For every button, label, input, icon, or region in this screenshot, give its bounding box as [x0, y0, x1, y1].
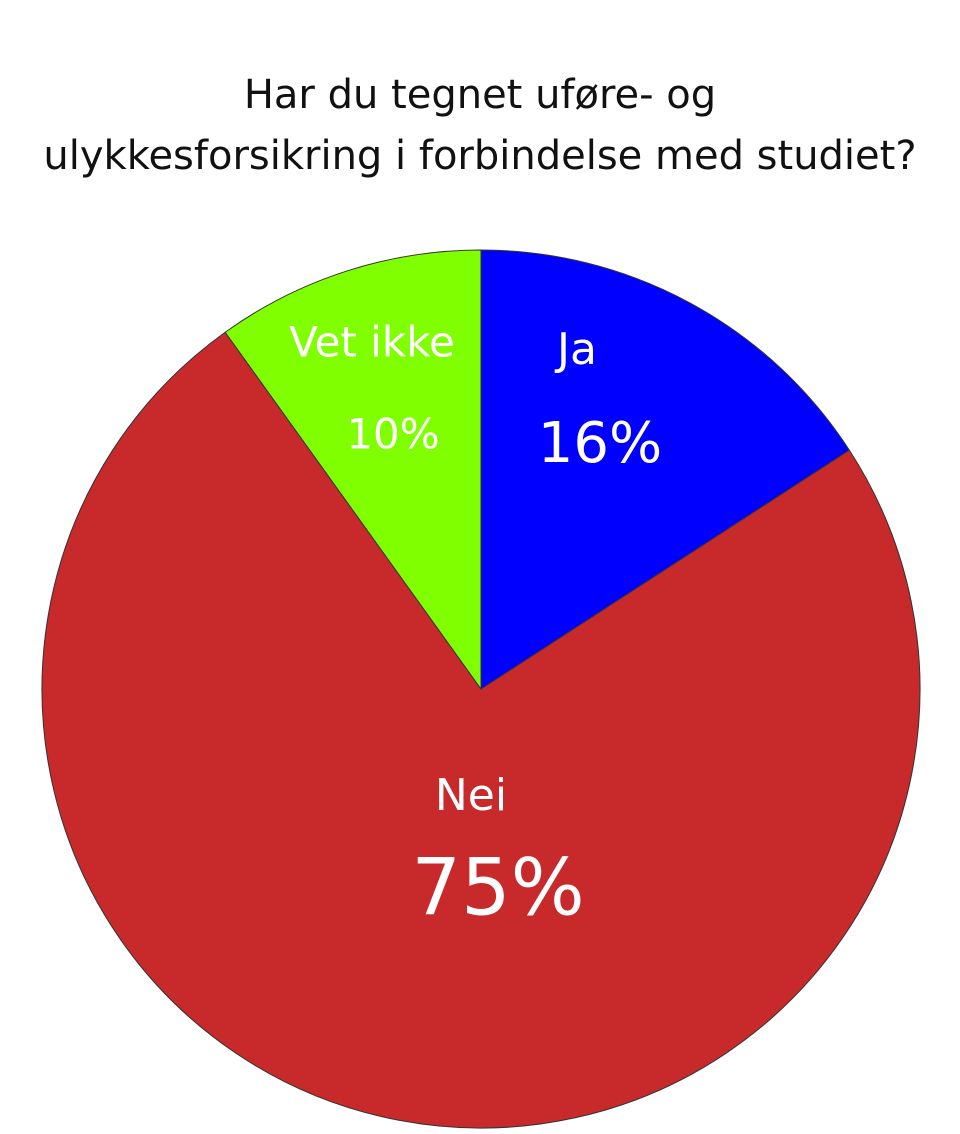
chart-title: ulykkesforsikring i forbindelse med stud… [43, 133, 916, 179]
slice-label: Ja [554, 324, 597, 375]
slice-label: Nei [435, 770, 507, 821]
value-label: 16% [538, 411, 662, 476]
value-label: 75% [411, 843, 584, 933]
pie-slice [480, 249, 850, 690]
chart-title: Har du tegnet uføre- og [244, 72, 716, 118]
slice-label: Vet ikke [289, 318, 455, 367]
value-label: 10% [346, 410, 439, 459]
pie-slice [41, 331, 921, 1129]
pie-slice [224, 249, 482, 691]
